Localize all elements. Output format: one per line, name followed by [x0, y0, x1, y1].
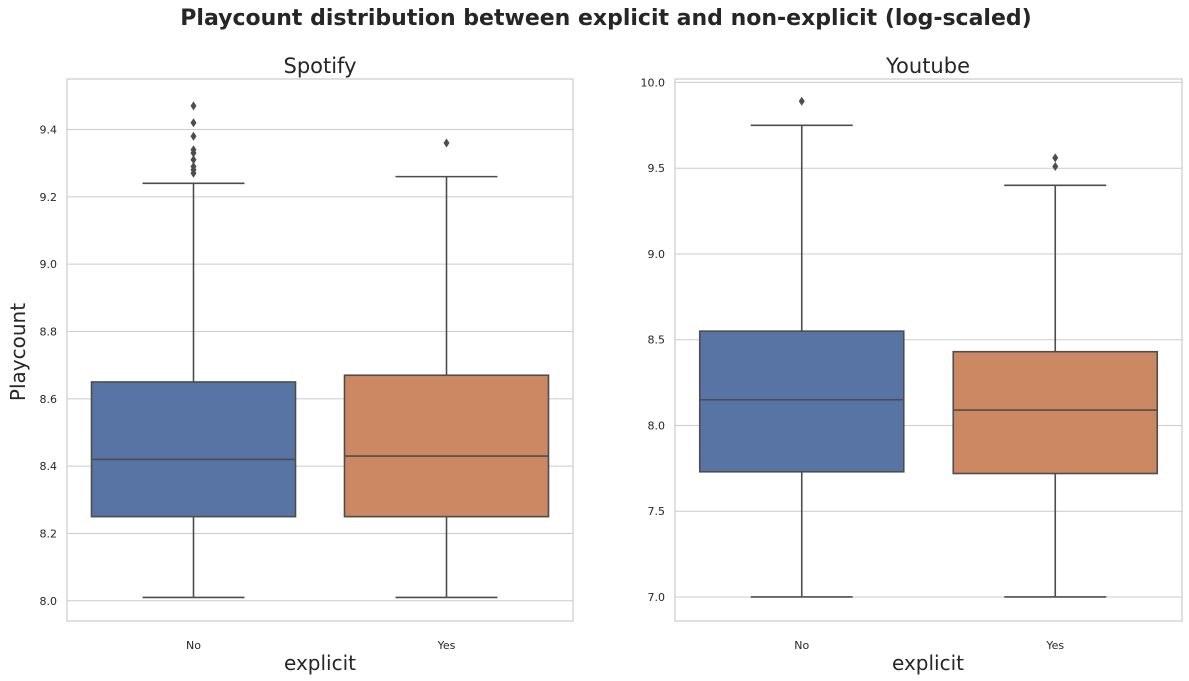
youtube-title: Youtube — [885, 54, 970, 78]
spotify-x-tick-label: No — [186, 639, 201, 652]
spotify-y-ticks: 8.0 8.2 8.4 8.6 8.8 9.0 9.2 9.4 — [40, 123, 58, 607]
youtube-x-tick-label: Yes — [1045, 639, 1064, 652]
youtube-yes-iqr-box — [952, 350, 1159, 475]
spotify-boxes — [90, 101, 550, 599]
spotify-no-box-group — [90, 101, 297, 599]
spotify-no-outlier-point — [190, 118, 197, 128]
spotify-plot-frame — [66, 78, 574, 622]
spotify-y-tick-label: 8.0 — [40, 595, 58, 608]
spotify-y-tick-label: 8.8 — [40, 325, 58, 338]
spotify-y-tick-label: 8.6 — [40, 393, 58, 406]
youtube-yes-outlier-point — [1052, 153, 1059, 163]
spotify-y-axis-label: Playcount — [6, 303, 30, 401]
youtube-boxes — [698, 96, 1159, 598]
spotify-no-iqr-box — [90, 381, 297, 518]
youtube-y-tick-label: 8.0 — [648, 419, 666, 432]
spotify-x-ticks: No Yes — [186, 639, 456, 652]
spotify-yes-box-group — [343, 138, 550, 599]
spotify-x-axis-label: explicit — [284, 651, 356, 675]
youtube-x-tick-label: No — [794, 639, 809, 652]
youtube-y-ticks: 7.0 7.5 8.0 8.5 9.0 9.5 10.0 — [641, 76, 666, 604]
youtube-y-tick-label: 7.5 — [648, 505, 666, 518]
youtube-panel: Youtube 7.0 7.5 8.0 8.5 9.0 9.5 10.0 No Yes exp… — [641, 54, 1183, 675]
youtube-x-ticks: No Yes — [794, 639, 1064, 652]
spotify-gridlines — [67, 128, 573, 602]
spotify-no-outlier-point — [190, 162, 197, 172]
spotify-no-outlier-point — [190, 155, 197, 165]
youtube-y-tick-label: 7.0 — [648, 591, 666, 604]
youtube-yes-outlier-point — [1052, 161, 1059, 171]
youtube-y-tick-label: 10.0 — [641, 76, 666, 89]
youtube-no-box-group — [698, 96, 905, 598]
spotify-yes-outlier-point — [443, 138, 450, 148]
youtube-x-axis-label: explicit — [892, 651, 964, 675]
youtube-no-outlier-point — [798, 96, 805, 106]
youtube-y-tick-label: 8.5 — [648, 334, 666, 347]
spotify-yes-iqr-box — [343, 374, 550, 518]
youtube-plot-frame — [674, 78, 1183, 622]
youtube-y-tick-label: 9.5 — [648, 162, 666, 175]
spotify-y-tick-label: 9.0 — [40, 258, 58, 271]
spotify-y-tick-label: 8.2 — [40, 527, 58, 540]
spotify-y-tick-label: 9.4 — [40, 123, 58, 136]
youtube-yes-box-group — [952, 153, 1159, 598]
spotify-x-tick-label: Yes — [437, 639, 456, 652]
youtube-no-iqr-box — [698, 330, 905, 473]
spotify-y-tick-label: 9.2 — [40, 191, 58, 204]
spotify-no-outlier-point — [190, 101, 197, 111]
spotify-y-tick-label: 8.4 — [40, 460, 58, 473]
youtube-y-tick-label: 9.0 — [648, 248, 666, 261]
spotify-no-outlier-point — [190, 145, 197, 155]
spotify-title: Spotify — [283, 54, 356, 78]
spotify-no-outlier-point — [190, 131, 197, 141]
figure-title: Playcount distribution between explicit … — [180, 6, 1031, 31]
spotify-panel: Spotify 8.0 8.2 8.4 8.6 8.8 9.0 9.2 9.4 No Yes e… — [6, 54, 574, 675]
